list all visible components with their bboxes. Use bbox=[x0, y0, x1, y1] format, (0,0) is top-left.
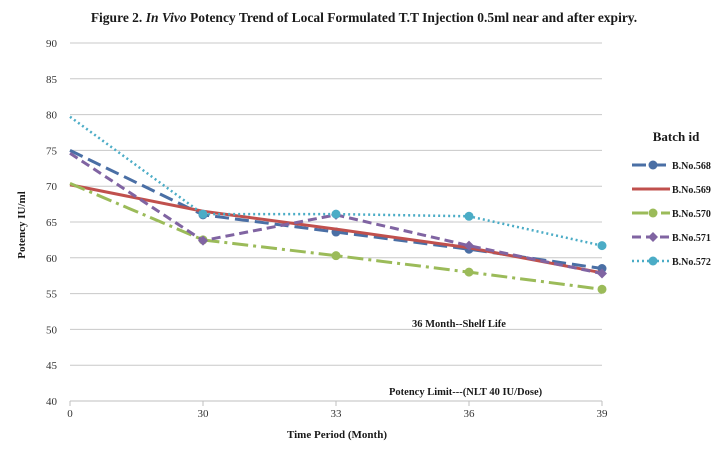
y-tick-label: 60 bbox=[46, 253, 58, 265]
data-point bbox=[464, 267, 474, 277]
data-point bbox=[331, 251, 341, 261]
y-axis-ticks: 40 45 50 55 60 65 70 75 80 85 90 bbox=[46, 38, 58, 408]
legend-item: B.No.571 bbox=[632, 232, 711, 244]
data-point bbox=[464, 211, 474, 221]
y-tick-label: 45 bbox=[46, 360, 58, 372]
data-point bbox=[597, 264, 607, 274]
legend-label: B.No.568 bbox=[672, 161, 711, 172]
legend-title: Batch id bbox=[653, 129, 700, 144]
x-axis-label: Time Period (Month) bbox=[287, 429, 387, 441]
data-point bbox=[597, 284, 607, 294]
x-tick-label: 30 bbox=[198, 408, 210, 420]
y-tick-label: 55 bbox=[46, 289, 58, 301]
series-group bbox=[69, 115, 607, 294]
legend: B.No.568 B.No.569 B.No.570 B.No.571 B.No.572 bbox=[632, 160, 711, 268]
series-line bbox=[69, 115, 603, 247]
data-point bbox=[198, 235, 208, 246]
data-point bbox=[464, 240, 474, 251]
x-tick-label: 33 bbox=[331, 408, 343, 420]
data-point bbox=[198, 209, 208, 219]
legend-label: B.No.570 bbox=[672, 209, 711, 220]
y-tick-label: 50 bbox=[46, 324, 58, 336]
chart-title-prefix: Figure 2. bbox=[91, 10, 146, 25]
legend-marker bbox=[648, 232, 658, 242]
series-line bbox=[69, 181, 603, 291]
legend-marker bbox=[648, 256, 658, 266]
legend-item: B.No.570 bbox=[632, 208, 711, 220]
data-point bbox=[331, 209, 341, 219]
legend-label: B.No.572 bbox=[672, 257, 711, 268]
y-tick-label: 40 bbox=[46, 396, 58, 408]
x-axis-ticks: 0 30 33 36 39 bbox=[67, 401, 608, 420]
x-tick-label: 0 bbox=[67, 408, 73, 420]
chart-title-italic: In Vivo bbox=[145, 10, 187, 25]
legend-label: B.No.569 bbox=[672, 185, 711, 196]
legend-item: B.No.569 bbox=[632, 185, 711, 196]
y-tick-label: 70 bbox=[46, 181, 58, 193]
legend-label: B.No.571 bbox=[672, 233, 711, 244]
x-tick-label: 39 bbox=[597, 408, 609, 420]
annotation-shelf-life: 36 Month--Shelf Life bbox=[412, 319, 506, 330]
legend-item: B.No.572 bbox=[632, 256, 711, 268]
grid-lines bbox=[70, 42, 602, 366]
series-line bbox=[69, 149, 603, 271]
y-tick-label: 85 bbox=[46, 74, 58, 86]
data-point bbox=[597, 241, 607, 251]
legend-item: B.No.568 bbox=[632, 160, 711, 172]
y-tick-label: 80 bbox=[46, 110, 58, 122]
series-5 bbox=[69, 115, 607, 251]
x-tick-label: 36 bbox=[464, 408, 476, 420]
y-tick-label: 75 bbox=[46, 145, 58, 157]
legend-marker bbox=[648, 160, 658, 170]
data-point bbox=[597, 268, 607, 279]
y-axis-label: Potency IU/ml bbox=[16, 191, 28, 259]
chart-title-suffix: Potency Trend of Local Formulated T.T In… bbox=[187, 10, 638, 25]
chart-title: Figure 2. In Vivo Potency Trend of Local… bbox=[91, 10, 637, 25]
legend-marker bbox=[648, 208, 658, 218]
annotation-potency-limit: Potency Limit---(NLT 40 IU/Dose) bbox=[389, 387, 543, 398]
y-tick-label: 90 bbox=[46, 38, 58, 50]
y-tick-label: 65 bbox=[46, 217, 58, 229]
